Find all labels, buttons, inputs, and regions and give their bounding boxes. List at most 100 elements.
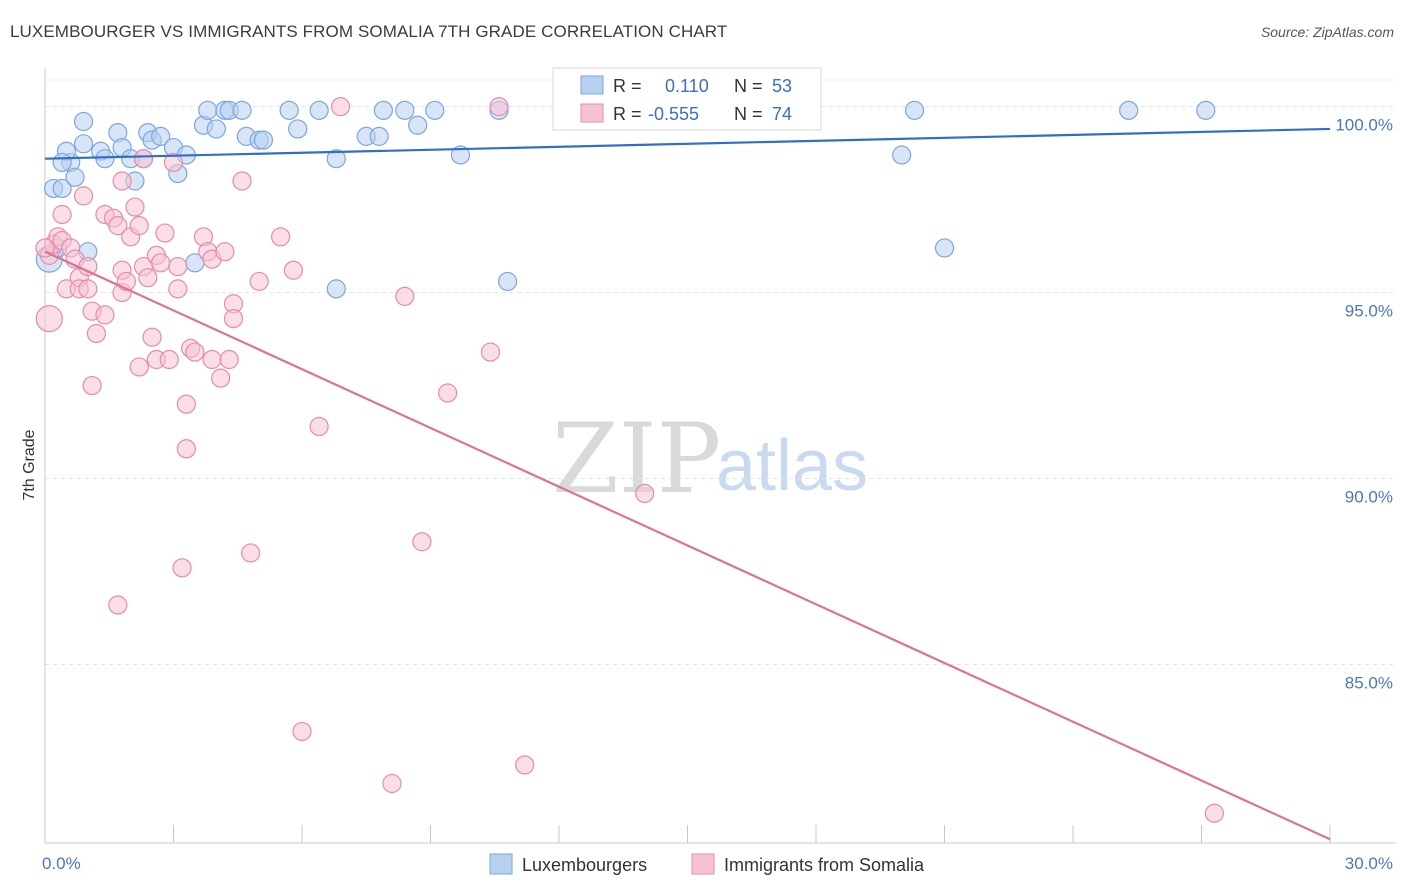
data-point	[450, 145, 471, 165]
data-point	[108, 216, 128, 236]
x-tick-label-min: 0.0%	[42, 854, 81, 873]
data-point	[73, 111, 94, 132]
data-point	[635, 483, 655, 504]
data-point	[86, 323, 107, 344]
legend-label-somalia: Immigrants from Somalia	[724, 855, 925, 875]
data-point	[125, 197, 145, 217]
data-point	[168, 279, 188, 299]
data-point	[219, 349, 239, 370]
stats-legend-n-label-1: N =	[734, 76, 763, 96]
data-point	[330, 97, 351, 117]
data-point	[112, 171, 132, 191]
data-point	[373, 100, 393, 120]
data-point	[129, 357, 149, 377]
series-somalia-points	[35, 97, 1224, 823]
data-point	[73, 134, 94, 154]
data-point	[95, 305, 115, 325]
data-point	[155, 223, 175, 243]
data-point	[498, 271, 518, 292]
legend-label-luxembourgers: Luxembourgers	[522, 855, 647, 875]
stats-legend-swatch-luxembourgers	[580, 75, 604, 95]
trend-lines	[44, 127, 1331, 841]
data-point	[480, 342, 501, 362]
y-tick-labels: 100.0% 95.0% 90.0% 85.0%	[1335, 116, 1393, 693]
data-point	[159, 349, 179, 370]
chart-title: LUXEMBOURGER VS IMMIGRANTS FROM SOMALIA …	[10, 22, 728, 41]
stats-legend-r-label-2: R =	[613, 104, 642, 124]
data-point	[95, 149, 115, 169]
stats-legend-n-value-2: 74	[772, 104, 792, 124]
data-point	[151, 253, 171, 273]
stats-legend-n-value-1: 53	[772, 76, 792, 96]
data-point	[241, 543, 261, 563]
trend-line-somalia	[44, 250, 1331, 841]
data-point	[395, 100, 415, 120]
data-point	[283, 260, 304, 280]
legend-swatch-luxembourgers	[489, 853, 513, 875]
data-point	[438, 383, 458, 403]
data-point	[249, 271, 269, 292]
data-point	[1196, 100, 1216, 120]
data-point	[151, 126, 171, 146]
data-point	[904, 100, 925, 120]
data-point	[232, 171, 252, 191]
stats-legend-r-value-2: -0.555	[648, 104, 699, 124]
data-point	[142, 327, 162, 347]
y-tick-label: 85.0%	[1345, 673, 1393, 692]
legend-swatch-somalia	[691, 853, 715, 875]
data-point	[65, 167, 85, 187]
grid-lines	[45, 79, 1396, 665]
data-point	[202, 349, 222, 370]
data-point	[412, 532, 432, 552]
data-point	[172, 558, 192, 578]
data-point	[309, 100, 329, 120]
data-point	[232, 100, 252, 120]
data-point	[185, 342, 205, 362]
watermark-atlas: atlas	[716, 426, 868, 506]
x-tick-labels: 0.0% 30.0%	[42, 854, 1393, 873]
data-point	[288, 119, 308, 139]
data-point	[934, 238, 955, 258]
data-point	[52, 204, 72, 225]
data-point	[270, 227, 291, 247]
data-point	[369, 126, 389, 146]
y-axis-label: 7th Grade	[21, 429, 38, 500]
data-point	[176, 439, 196, 459]
watermark: ZIP atlas	[552, 403, 868, 515]
data-point	[425, 100, 445, 120]
axes	[44, 68, 1396, 844]
chart-source: Source: ZipAtlas.com	[1260, 24, 1394, 40]
data-point	[176, 394, 196, 414]
trend-line-luxembourgers	[44, 127, 1331, 160]
y-tick-label: 90.0%	[1345, 488, 1393, 507]
stats-legend-r-value-1: 0.110	[665, 76, 709, 96]
data-point	[408, 115, 428, 135]
data-point	[133, 149, 154, 169]
data-point	[211, 368, 231, 388]
data-point	[515, 755, 535, 775]
y-tick-label: 95.0%	[1345, 302, 1393, 321]
stats-legend: R = 0.110 N = 53 R = -0.555 N = 74	[552, 67, 822, 131]
data-point	[129, 216, 149, 236]
data-point	[78, 279, 98, 299]
series-legend: Luxembourgers Immigrants from Somalia	[489, 853, 925, 875]
data-point	[198, 100, 218, 120]
data-point	[163, 152, 184, 173]
data-point	[52, 152, 72, 173]
data-point	[108, 595, 128, 615]
data-point	[168, 256, 188, 277]
data-point	[892, 145, 912, 165]
data-point	[78, 256, 98, 277]
data-point	[279, 100, 299, 120]
data-point	[395, 286, 415, 306]
y-tick-label: 100.0%	[1335, 116, 1393, 135]
data-point	[215, 242, 235, 262]
stats-legend-r-label-1: R =	[613, 76, 642, 96]
data-point	[309, 416, 329, 437]
data-point	[35, 305, 63, 333]
data-point	[326, 149, 346, 169]
data-point	[138, 268, 158, 288]
data-point	[253, 130, 274, 150]
stats-legend-n-label-2: N =	[734, 104, 763, 124]
